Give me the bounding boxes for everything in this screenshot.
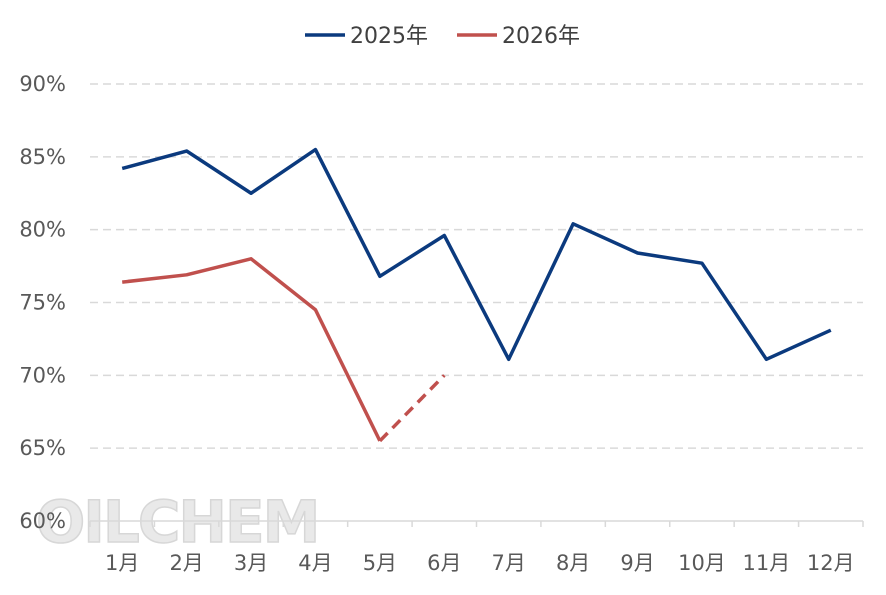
- watermark: OILCHEM: [36, 488, 318, 556]
- legend: 2025年 2026年: [305, 24, 580, 49]
- series-line-1: [121, 147, 832, 362]
- gridlines: [90, 83, 863, 449]
- legend-label: 2025年: [350, 24, 428, 49]
- x-tick-label: 8月: [556, 551, 590, 575]
- series-layer: [121, 147, 832, 443]
- y-tick-label: 60%: [19, 509, 66, 533]
- x-axis: 1月 2月 3月 4月 5月 6月 7月 8月 9月 10月 11月 12月: [89, 520, 864, 575]
- y-tick-label: 85%: [19, 145, 66, 169]
- series-line-2-dashed: [378, 374, 446, 443]
- x-tick-label: 2月: [169, 551, 203, 575]
- y-tick-label: 80%: [19, 218, 66, 242]
- x-tick-label: 12月: [807, 551, 855, 575]
- y-axis: 90% 85% 80% 75% 70% 65% 60%: [19, 72, 66, 533]
- y-tick-label: 90%: [19, 72, 66, 96]
- x-tick-label: 3月: [234, 551, 268, 575]
- y-tick-label: 75%: [19, 291, 66, 315]
- x-tick-label: 1月: [105, 551, 139, 575]
- legend-label: 2026年: [502, 24, 580, 49]
- x-tick-label: 5月: [363, 551, 397, 575]
- x-tick-label: 7月: [492, 551, 526, 575]
- x-tick-label: 9月: [620, 551, 654, 575]
- x-tick-label: 11月: [743, 551, 791, 575]
- x-tick-label: 4月: [298, 551, 332, 575]
- series-line-2: [122, 257, 382, 442]
- y-tick-label: 65%: [19, 436, 66, 460]
- y-tick-label: 70%: [19, 363, 66, 387]
- x-tick-label: 6月: [427, 551, 461, 575]
- x-tick-label: 10月: [678, 551, 726, 575]
